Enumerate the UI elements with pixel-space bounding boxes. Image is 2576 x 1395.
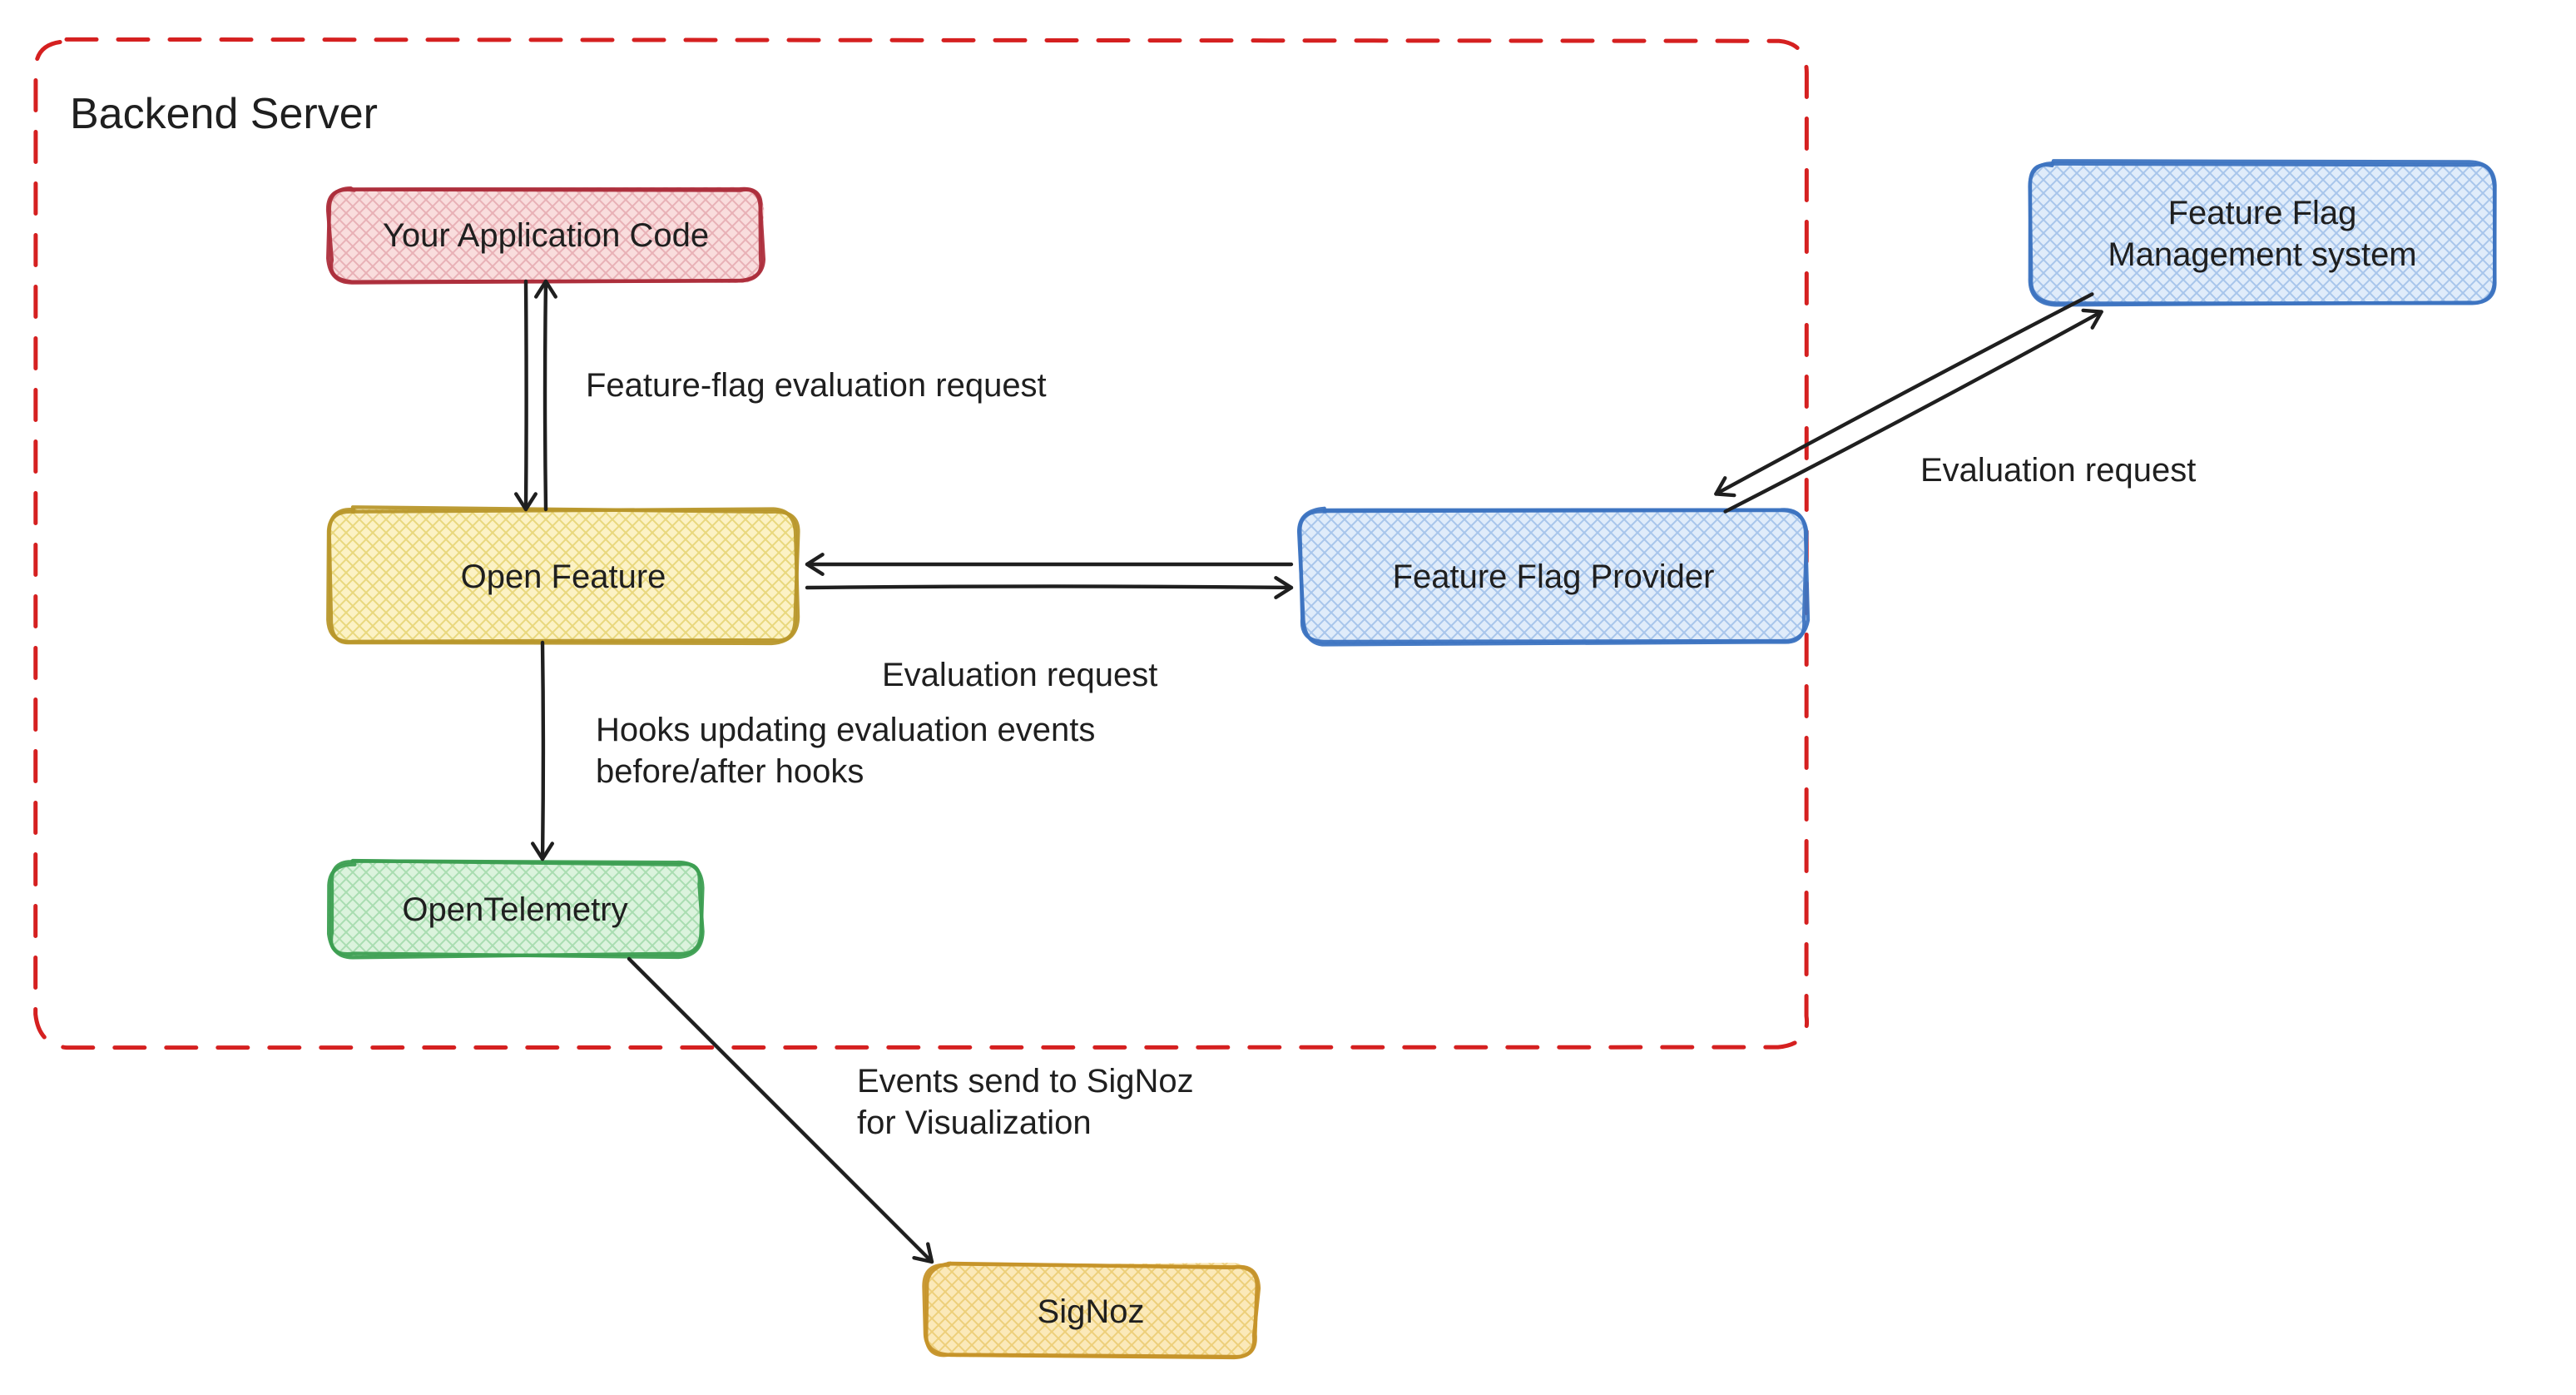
node-label-ff-mgmt: Management system: [2108, 236, 2416, 273]
edge-e-otel-signoz: Events send to SigNoz for Visualization: [857, 1063, 1194, 1141]
edge-label-e-otel-signoz: for Visualization: [857, 1105, 1092, 1141]
backend-server-label: Backend Server: [70, 90, 378, 138]
node-ff-mgmt: Feature Flag Management system: [2029, 161, 2495, 305]
edge-e-app-of: Feature-flag evaluation request: [586, 367, 1047, 404]
edge-label-e-of-otel: before/after hooks: [596, 753, 864, 790]
node-signoz: SigNoz: [924, 1263, 1258, 1358]
edge-label-e-of-otel: Hooks updating evaluation events: [596, 712, 1095, 748]
edge-e-prov-mgmt: Evaluation request: [1920, 452, 2196, 489]
node-otel: OpenTelemetry: [329, 860, 703, 957]
edge-e-of-prov: Evaluation request: [882, 657, 1157, 693]
architecture-diagram: Backend Server Your Application Code Open …: [0, 0, 2576, 1395]
node-label-app-code: Your Application Code: [383, 217, 709, 254]
node-label-otel: OpenTelemetry: [402, 891, 627, 928]
edge-label-e-of-prov: Evaluation request: [882, 657, 1157, 693]
node-app-code: Your Application Code: [328, 187, 764, 283]
node-label-signoz: SigNoz: [1038, 1293, 1145, 1330]
edge-e-of-otel: Hooks updating evaluation events before/a…: [596, 712, 1095, 790]
edge-label-e-otel-signoz: Events send to SigNoz: [857, 1063, 1194, 1100]
node-open-feature: Open Feature: [328, 507, 798, 643]
node-provider: Feature Flag Provider: [1299, 509, 1808, 645]
node-label-open-feature: Open Feature: [461, 558, 666, 595]
node-label-ff-mgmt: Feature Flag: [2168, 195, 2357, 231]
edge-label-e-app-of: Feature-flag evaluation request: [586, 367, 1047, 404]
edge-label-e-prov-mgmt: Evaluation request: [1920, 452, 2196, 489]
node-label-provider: Feature Flag Provider: [1393, 558, 1715, 595]
